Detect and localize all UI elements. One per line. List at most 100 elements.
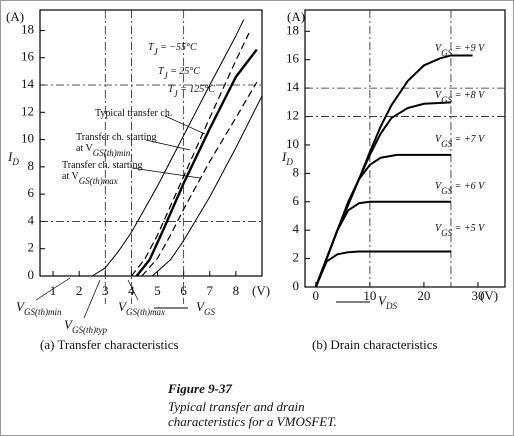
text-part: V (378, 293, 388, 308)
y-tick-label: 0 (293, 278, 300, 293)
series-label: VGS = +6 V (435, 181, 486, 196)
x-tick-label: 1 (50, 283, 57, 298)
text-part: = −55°C (158, 42, 197, 53)
annotation: VGS(th)min (16, 299, 62, 317)
series-label: VGS = +7 V (435, 134, 486, 149)
x-tick-label: 0 (313, 288, 320, 303)
text-part: I (281, 149, 287, 164)
text-part: V (16, 299, 26, 314)
y-tick-label: 6 (28, 185, 35, 200)
figure-caption: characteristics for a VMOSFET. (168, 414, 337, 429)
text-part: GS (441, 228, 452, 238)
annotation: VGS(th)max (118, 299, 165, 317)
text-part: V (64, 317, 74, 332)
annotation: VGS(th)typ (64, 317, 107, 335)
x-tick-label: 5 (154, 283, 161, 298)
text-part: GS(th)typ (72, 325, 107, 335)
plot-frame (304, 9, 506, 288)
y-tick-label: 0 (28, 267, 35, 282)
y-tick-label: 8 (28, 158, 35, 173)
x-axis-label: VGS (196, 299, 215, 317)
y-unit: (A) (287, 9, 305, 24)
series-line (314, 54, 473, 288)
annotation-pointer (131, 167, 201, 179)
x-tick-label: 20 (417, 288, 430, 303)
x-unit: (V) (480, 288, 498, 303)
panel-title: (b) Drain characteristics (312, 337, 438, 352)
y-tick-label: 4 (293, 221, 300, 236)
text-part: V (196, 299, 206, 314)
y-tick-label: 6 (293, 193, 300, 208)
text-part: T (168, 84, 175, 95)
annotation: Transfer ch. starting (62, 160, 142, 171)
x-unit: (V) (252, 283, 270, 298)
text-part: V (435, 181, 443, 192)
text-part: I (7, 149, 13, 164)
text-part: = +9 V (452, 43, 486, 54)
x-tick-label: 2 (76, 283, 83, 298)
text-part: GS(th)min (24, 307, 62, 317)
y-tick-label: 12 (286, 108, 299, 123)
text-part: V (118, 299, 128, 314)
y-tick-label: 14 (286, 79, 300, 94)
text-part: = 25°C (168, 66, 201, 77)
y-tick-label: 12 (21, 103, 34, 118)
series-label: TJ = 25°C (158, 66, 200, 81)
text-part: GS (441, 95, 452, 105)
series-line (130, 32, 250, 277)
y-tick-label: 16 (286, 51, 300, 66)
series-label: VGS = +9 V (435, 43, 486, 58)
series-line (151, 95, 263, 277)
text-part: Transfer ch. starting (62, 160, 142, 171)
x-tick-label: 6 (180, 283, 187, 298)
text-part: V (435, 43, 443, 54)
y-tick-label: 16 (21, 49, 35, 64)
y-tick-label: 10 (21, 131, 34, 146)
text-part: GS (204, 307, 215, 317)
figure-caption: Typical transfer and drain (168, 399, 305, 414)
annotation-pointer (83, 279, 101, 319)
text-part: GS(th)max (126, 307, 165, 317)
annotation: at VGS(th)min (76, 143, 131, 158)
series-line (135, 48, 258, 277)
annotation-pointer (164, 115, 206, 135)
text-part: T (148, 42, 155, 53)
series-line (91, 19, 245, 277)
text-part: GS (441, 139, 452, 149)
text-part: V (435, 90, 443, 101)
annotation: Typical transfer ch. (95, 108, 172, 119)
y-tick-label: 18 (286, 22, 299, 37)
text-part: J (164, 71, 169, 81)
annotation: Transfer ch. starting (76, 132, 156, 143)
text-part: at V (62, 171, 80, 182)
text-part: DS (385, 301, 397, 311)
y-tick-label: 14 (21, 76, 35, 91)
text-part: = +8 V (452, 90, 486, 101)
y-tick-label: 10 (286, 136, 299, 151)
text-part: at V (76, 143, 94, 154)
series-label: TJ = −55°C (148, 42, 197, 57)
text-part: D (11, 157, 19, 167)
series-line (141, 81, 258, 277)
panel-title: (a) Transfer characteristics (40, 337, 179, 352)
text-part: V (435, 134, 443, 145)
series-label: VGS = +5 V (435, 223, 486, 238)
text-part: GS (441, 186, 452, 196)
text-part: = +7 V (452, 134, 486, 145)
y-tick-label: 2 (293, 250, 300, 265)
text-part: GS(th)min (93, 148, 131, 158)
y-tick-label: 4 (28, 212, 35, 227)
annotation-pointer (35, 277, 71, 301)
text-part: = +6 V (452, 181, 486, 192)
text-part: GS(th)max (79, 176, 118, 186)
annotation-pointer (145, 139, 191, 151)
y-tick-label: 18 (21, 21, 34, 36)
x-tick-label: 30 (471, 288, 484, 303)
figure-label: Figure 9-37 (167, 381, 232, 396)
text-part: J (174, 89, 179, 99)
x-tick-label: 10 (363, 288, 376, 303)
x-axis-label: VDS (378, 293, 397, 311)
y-unit: (A) (6, 9, 24, 24)
